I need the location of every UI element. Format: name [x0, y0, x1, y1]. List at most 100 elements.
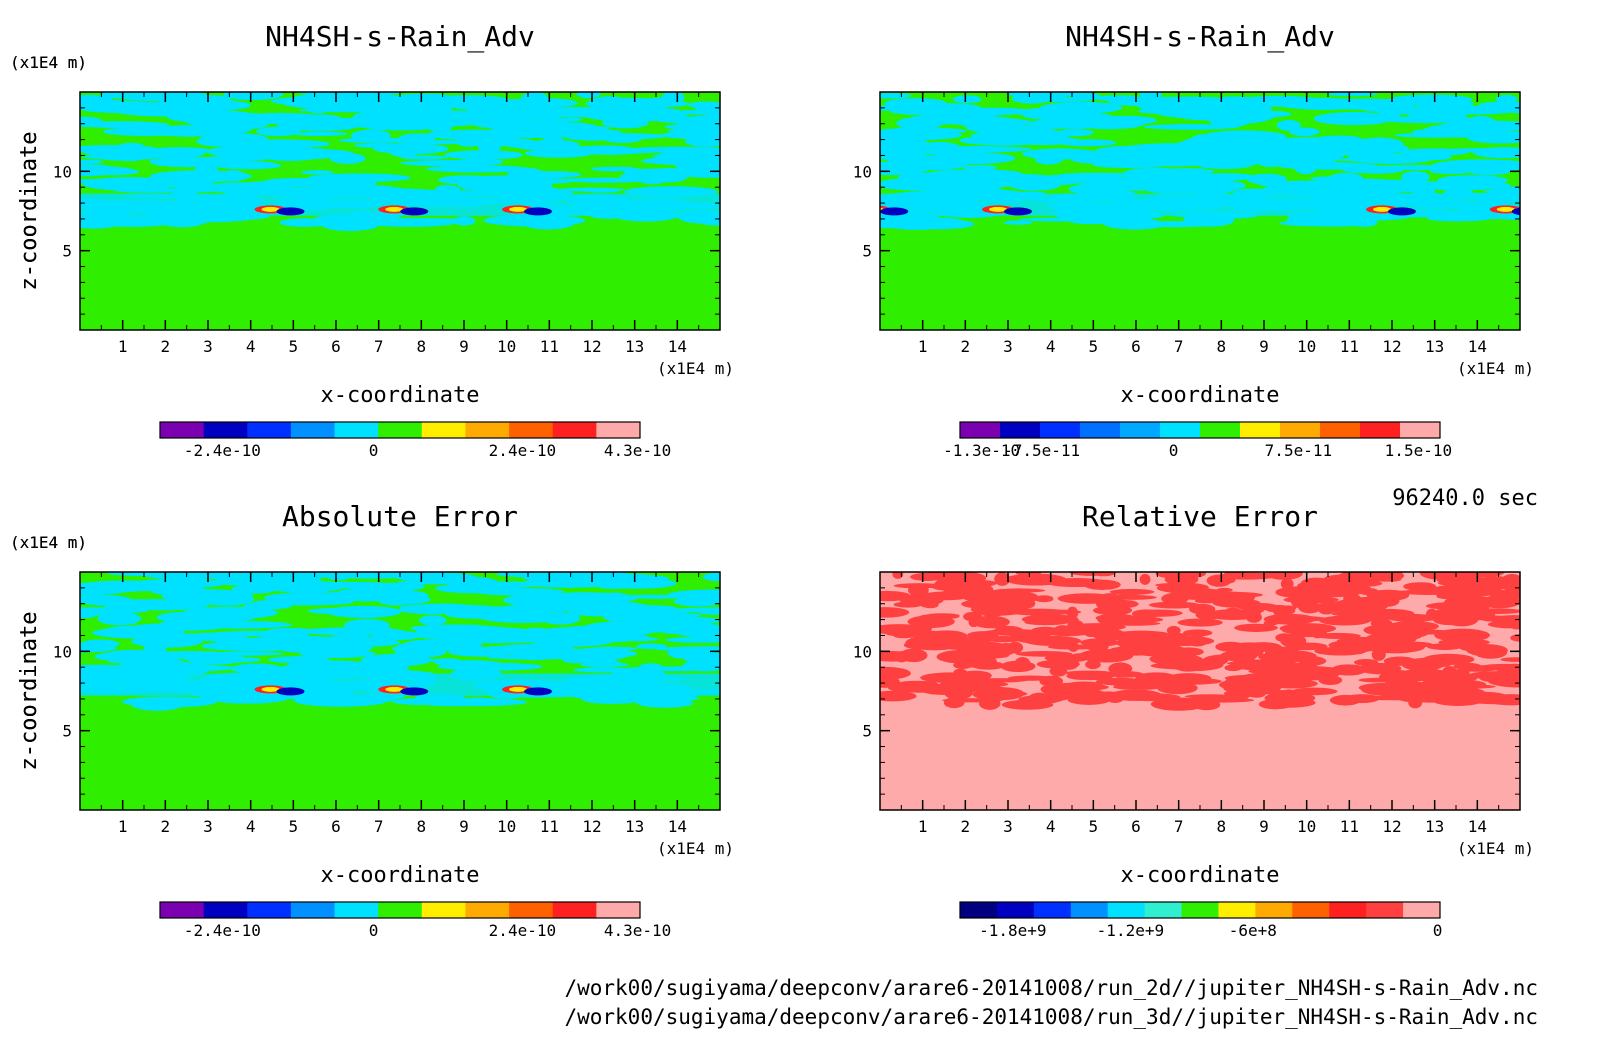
contour-region [1014, 657, 1031, 671]
contour-region [263, 592, 363, 604]
contour-region [543, 630, 621, 644]
contour-region [247, 180, 354, 187]
x-tick-label: 12 [582, 817, 601, 836]
x-tick-label: 8 [1217, 817, 1227, 836]
x-tick-label: 10 [497, 337, 516, 356]
colorbar-swatch [421, 422, 466, 438]
contour-region [668, 109, 720, 115]
feature-core [261, 206, 280, 212]
contour-region [1086, 642, 1109, 652]
colorbar-tick-label: 7.5e-11 [1265, 441, 1332, 460]
contour-region [1419, 572, 1467, 581]
contour-region [925, 613, 960, 618]
contour-region [1083, 579, 1121, 590]
y-unit-label: (x1E4 m) [10, 533, 87, 552]
contour-region [1027, 118, 1122, 129]
colorbar-tick-label: -1.3e-10 [943, 441, 1020, 460]
contour-region [1396, 692, 1435, 703]
contour-region [226, 118, 269, 130]
x-tick-label: 14 [1468, 817, 1487, 836]
x-tick-label: 5 [1089, 817, 1099, 836]
contour-region [1294, 160, 1317, 175]
contour-region [425, 604, 503, 614]
contour-region [466, 106, 500, 117]
contour-region [1493, 673, 1520, 684]
contour-region [1134, 609, 1183, 617]
contour-region [483, 214, 586, 227]
y-axis: 5 10 z-coordinate [17, 107, 1520, 315]
x-tick-label: 5 [1089, 337, 1099, 356]
contour-region [1143, 124, 1240, 130]
contour-region [429, 658, 462, 664]
colorbar-frame [959, 901, 1441, 919]
contour-region [1183, 213, 1235, 227]
contour-region [117, 599, 210, 611]
contour-region [1227, 660, 1278, 666]
contour-region [125, 95, 215, 102]
x-axis-label: x-coordinate [1121, 863, 1280, 888]
x-tick-label: 13 [1425, 817, 1444, 836]
contour-region [400, 160, 503, 167]
feature-core [1373, 206, 1391, 212]
colorbar-swatch [1218, 902, 1256, 918]
contour-region [403, 218, 464, 224]
contour-region [1099, 598, 1129, 606]
contour-region [952, 170, 1015, 182]
x-tick-label: 7 [1174, 337, 1184, 356]
contour-region [113, 187, 189, 193]
contour-region [1036, 659, 1080, 669]
x-tick-label: 2 [961, 337, 971, 356]
colorbar-swatch [1070, 902, 1109, 918]
contour-region [1500, 657, 1520, 662]
contour-region [1479, 615, 1511, 622]
contour-region [1290, 615, 1306, 626]
contour-region [880, 141, 893, 152]
contour-region [1438, 638, 1490, 647]
contour-region [80, 145, 158, 153]
colorbar-swatch [1292, 902, 1330, 918]
x-tick-label: 6 [331, 337, 341, 356]
x-tick-label: 9 [459, 817, 469, 836]
contour-region [880, 129, 962, 141]
x-tick-label: 4 [1046, 337, 1056, 356]
contour-region [1329, 694, 1361, 706]
contour-region [217, 139, 277, 147]
colorbar-swatch [290, 902, 336, 918]
contour-region [698, 610, 720, 615]
contour-region [1156, 636, 1198, 646]
panel-top-left: NH4SH-s-Rain_Adv(x1E4 m)1 2 3 4 5 6 7 8 9 10 11 12 1… [10, 20, 734, 460]
contour-region [80, 100, 170, 114]
contour-region [994, 572, 1011, 586]
feature-core [989, 206, 1007, 212]
colorbar-tick-label: 0 [1433, 921, 1443, 940]
contour-region [1415, 99, 1475, 109]
contour-region [674, 625, 720, 638]
contour-region [598, 584, 628, 590]
feature-negative [880, 207, 909, 216]
contour-region [1366, 589, 1410, 601]
contour-region [307, 173, 411, 183]
contour-region [80, 609, 99, 619]
contour-region [1458, 578, 1514, 584]
x-tick-label: 8 [1217, 337, 1227, 356]
contour-region [185, 620, 292, 629]
contour-region [1179, 697, 1214, 705]
colorbar-frame [159, 421, 641, 439]
y-tick-label: 5 [62, 722, 72, 741]
contour-region [893, 601, 923, 608]
x-axis: 1 2 3 4 5 6 7 8 9 10 11 12 13 14(x1E4 m)x-coordinate [100, 572, 734, 888]
contour-region [1322, 600, 1337, 609]
colorbar-swatch [160, 902, 205, 918]
x-tick-label: 12 [582, 337, 601, 356]
contour-region [80, 166, 132, 174]
contour-region [895, 185, 966, 192]
contour-region [1280, 578, 1294, 590]
contour-region [880, 590, 912, 602]
colorbar-swatch [1200, 422, 1241, 438]
contour-region [350, 129, 391, 142]
x-tick-label: 7 [374, 817, 384, 836]
colorbar-tick-label: 4.3e-10 [604, 921, 671, 940]
x-tick-label: 1 [918, 337, 928, 356]
contour-region [1109, 588, 1155, 595]
contour-region [373, 143, 449, 155]
